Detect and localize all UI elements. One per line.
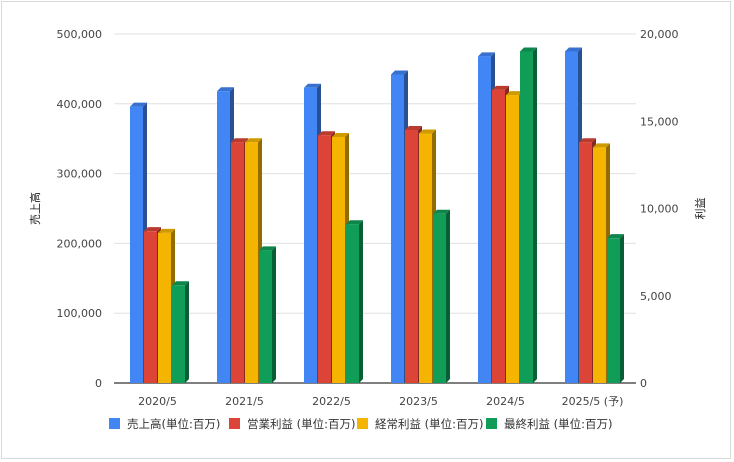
bar-top — [520, 47, 537, 52]
x-tick-label: 2021/5 — [225, 395, 264, 408]
y-left-axis-title: 売上高 — [28, 192, 42, 225]
bar — [332, 136, 345, 383]
x-tick-label: 2023/5 — [399, 395, 438, 408]
legend-label: 最終利益 (単位:百万) — [504, 417, 613, 431]
x-tick-label: 2024/5 — [486, 395, 525, 408]
y-left-tick-label: 400,000 — [57, 98, 103, 111]
bar-top — [346, 220, 363, 225]
bar — [492, 89, 505, 383]
bar-top — [419, 129, 436, 134]
bar-top — [506, 91, 523, 96]
bar — [346, 224, 359, 383]
legend-label: 営業利益 (単位:百万) — [247, 417, 356, 431]
bar — [172, 285, 185, 383]
bar — [318, 135, 331, 383]
bar-top — [318, 131, 335, 136]
bar — [579, 142, 592, 383]
bar — [245, 142, 258, 383]
bar-side — [620, 234, 624, 383]
bar-top — [391, 70, 408, 75]
y-left-tick-label: 0 — [95, 377, 102, 390]
x-tick-label: 2022/5 — [312, 395, 351, 408]
x-tick-label: 2025/5 (予) — [562, 395, 624, 408]
y-right-tick-label: 20,000 — [640, 28, 679, 41]
legend-swatch — [109, 418, 120, 429]
y-left-tick-label: 200,000 — [57, 237, 103, 250]
bar — [158, 232, 171, 383]
bar-top — [492, 85, 509, 90]
y-left-tick-label: 500,000 — [57, 28, 103, 41]
bar — [144, 231, 157, 383]
bar-side — [272, 246, 276, 383]
bar — [520, 51, 533, 383]
bar-top — [332, 132, 349, 137]
bar — [565, 51, 578, 383]
bar — [433, 213, 446, 383]
bar-top — [144, 227, 161, 232]
legend-swatch — [486, 418, 497, 429]
bar-top — [158, 228, 175, 233]
bar — [304, 87, 317, 383]
bar-top — [217, 87, 234, 92]
bar — [405, 129, 418, 383]
y-right-tick-label: 5,000 — [640, 290, 672, 303]
bar-top — [259, 246, 276, 251]
bar — [419, 133, 432, 383]
y-left-tick-label: 100,000 — [57, 307, 103, 320]
y-left-tick-label: 300,000 — [57, 168, 103, 181]
bar — [259, 250, 272, 383]
legend-swatch — [229, 418, 240, 429]
bar — [506, 95, 519, 383]
bar-side — [446, 209, 450, 383]
bar-top — [593, 143, 610, 148]
bar — [391, 74, 404, 383]
bar — [607, 238, 620, 383]
bar-top — [130, 102, 147, 107]
y-right-tick-label: 15,000 — [640, 115, 679, 128]
bar — [478, 56, 491, 383]
y-right-axis-title: 利益 — [693, 198, 707, 220]
bar-top — [433, 209, 450, 214]
bar-top — [405, 125, 422, 130]
bar-top — [231, 138, 248, 143]
bar — [217, 91, 230, 384]
y-right-tick-label: 0 — [640, 377, 647, 390]
bar — [593, 147, 606, 383]
bar-top — [172, 281, 189, 286]
bar — [231, 142, 244, 383]
bar-top — [245, 138, 262, 143]
bar-side — [533, 47, 537, 383]
bar-top — [579, 138, 596, 143]
bar-top — [565, 47, 582, 52]
legend-label: 経常利益 (単位:百万) — [375, 417, 484, 431]
y-right-tick-label: 10,000 — [640, 203, 679, 216]
x-tick-label: 2020/5 — [138, 395, 177, 408]
bar-side — [359, 220, 363, 383]
bar-top — [607, 234, 624, 239]
legend-swatch — [357, 418, 368, 429]
bar-top — [304, 83, 321, 88]
bar — [130, 106, 143, 383]
bar-top — [478, 52, 495, 57]
bar-side — [185, 281, 189, 383]
legend-label: 売上高(単位:百万) — [127, 417, 220, 431]
